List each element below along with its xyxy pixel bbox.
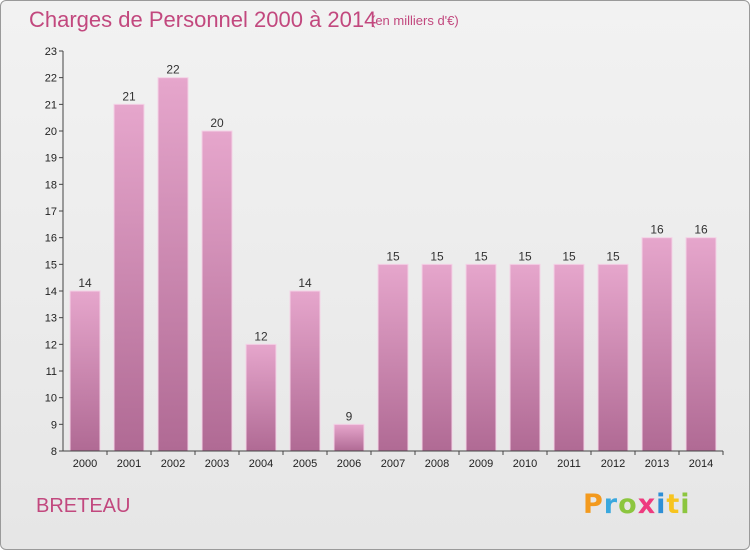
logo-letter: P bbox=[583, 489, 604, 520]
y-tick-label-22: 22 bbox=[45, 73, 57, 85]
logo-letter: x bbox=[637, 489, 657, 520]
data-label-2006: 9 bbox=[346, 409, 353, 423]
y-tick-label-9: 9 bbox=[51, 419, 57, 431]
data-label-2013: 16 bbox=[650, 223, 664, 237]
x-tick-label-2007: 2007 bbox=[381, 458, 405, 470]
x-tick-label-2011: 2011 bbox=[557, 458, 581, 470]
logo-letter: o bbox=[618, 489, 638, 520]
bar-2001 bbox=[113, 103, 145, 452]
x-tick-label-2001: 2001 bbox=[117, 458, 141, 470]
data-label-2010: 15 bbox=[518, 249, 532, 263]
x-tick-label-2008: 2008 bbox=[425, 458, 449, 470]
y-tick-label-12: 12 bbox=[45, 339, 57, 351]
bar-2011 bbox=[553, 263, 585, 452]
y-tick-label-14: 14 bbox=[45, 286, 57, 298]
bar-2013 bbox=[641, 237, 673, 452]
commune-name: BRETEAU bbox=[36, 495, 131, 517]
data-label-2012: 15 bbox=[606, 249, 620, 263]
x-tick-label-2000: 2000 bbox=[73, 458, 97, 470]
bar-2014 bbox=[685, 237, 717, 452]
bar-2006 bbox=[333, 423, 365, 452]
y-tick-label-18: 18 bbox=[45, 179, 57, 191]
logo-letter: t bbox=[666, 489, 681, 520]
y-tick-label-23: 23 bbox=[45, 46, 57, 58]
bar-2002 bbox=[157, 77, 189, 452]
y-tick-label-16: 16 bbox=[45, 233, 57, 245]
data-label-2011: 15 bbox=[562, 249, 576, 263]
chart-title: Charges de Personnel 2000 à 2014 bbox=[29, 7, 377, 32]
data-label-2009: 15 bbox=[474, 249, 488, 263]
bar-2004 bbox=[245, 343, 277, 452]
data-label-2014: 16 bbox=[694, 223, 708, 237]
y-tick-label-20: 20 bbox=[45, 126, 57, 138]
data-label-2003: 20 bbox=[210, 116, 224, 130]
y-tick-label-11: 11 bbox=[46, 366, 57, 378]
y-tick-label-10: 10 bbox=[45, 393, 57, 405]
y-tick-label-21: 21 bbox=[45, 99, 57, 111]
data-label-2008: 15 bbox=[430, 249, 444, 263]
y-tick-label-8: 8 bbox=[51, 446, 57, 458]
data-label-2005: 14 bbox=[298, 276, 312, 290]
y-tick-label-13: 13 bbox=[45, 313, 57, 325]
x-tick-label-2003: 2003 bbox=[205, 458, 229, 470]
chart-subtitle: (en milliers d'€) bbox=[371, 13, 459, 28]
x-tick-label-2002: 2002 bbox=[161, 458, 185, 470]
x-tick-label-2014: 2014 bbox=[689, 458, 713, 470]
bar-2012 bbox=[597, 263, 629, 452]
y-tick-label-15: 15 bbox=[45, 259, 57, 271]
x-tick-label-2006: 2006 bbox=[337, 458, 361, 470]
logo-letter: r bbox=[603, 489, 619, 520]
x-tick-label-2009: 2009 bbox=[469, 458, 493, 470]
proxiti-logo: Proxiti bbox=[583, 489, 691, 520]
x-tick-label-2005: 2005 bbox=[293, 458, 317, 470]
bar-2010 bbox=[509, 263, 541, 452]
data-label-2000: 14 bbox=[78, 276, 92, 290]
bar-2005 bbox=[289, 290, 321, 452]
logo-letter: i bbox=[680, 489, 691, 520]
y-tick-label-17: 17 bbox=[45, 206, 57, 218]
x-tick-label-2010: 2010 bbox=[513, 458, 537, 470]
data-label-2001: 21 bbox=[122, 89, 136, 103]
bar-2003 bbox=[201, 130, 233, 452]
bar-2009 bbox=[465, 263, 497, 452]
bar-2008 bbox=[421, 263, 453, 452]
bar-2007 bbox=[377, 263, 409, 452]
data-label-2007: 15 bbox=[386, 249, 400, 263]
x-tick-label-2013: 2013 bbox=[645, 458, 669, 470]
data-label-2002: 22 bbox=[166, 63, 180, 77]
logo-letter: i bbox=[656, 489, 667, 520]
x-tick-label-2004: 2004 bbox=[249, 458, 273, 470]
y-tick-label-19: 19 bbox=[45, 153, 57, 165]
bar-2000 bbox=[69, 290, 101, 452]
data-label-2004: 12 bbox=[254, 329, 268, 343]
x-tick-label-2012: 2012 bbox=[601, 458, 625, 470]
